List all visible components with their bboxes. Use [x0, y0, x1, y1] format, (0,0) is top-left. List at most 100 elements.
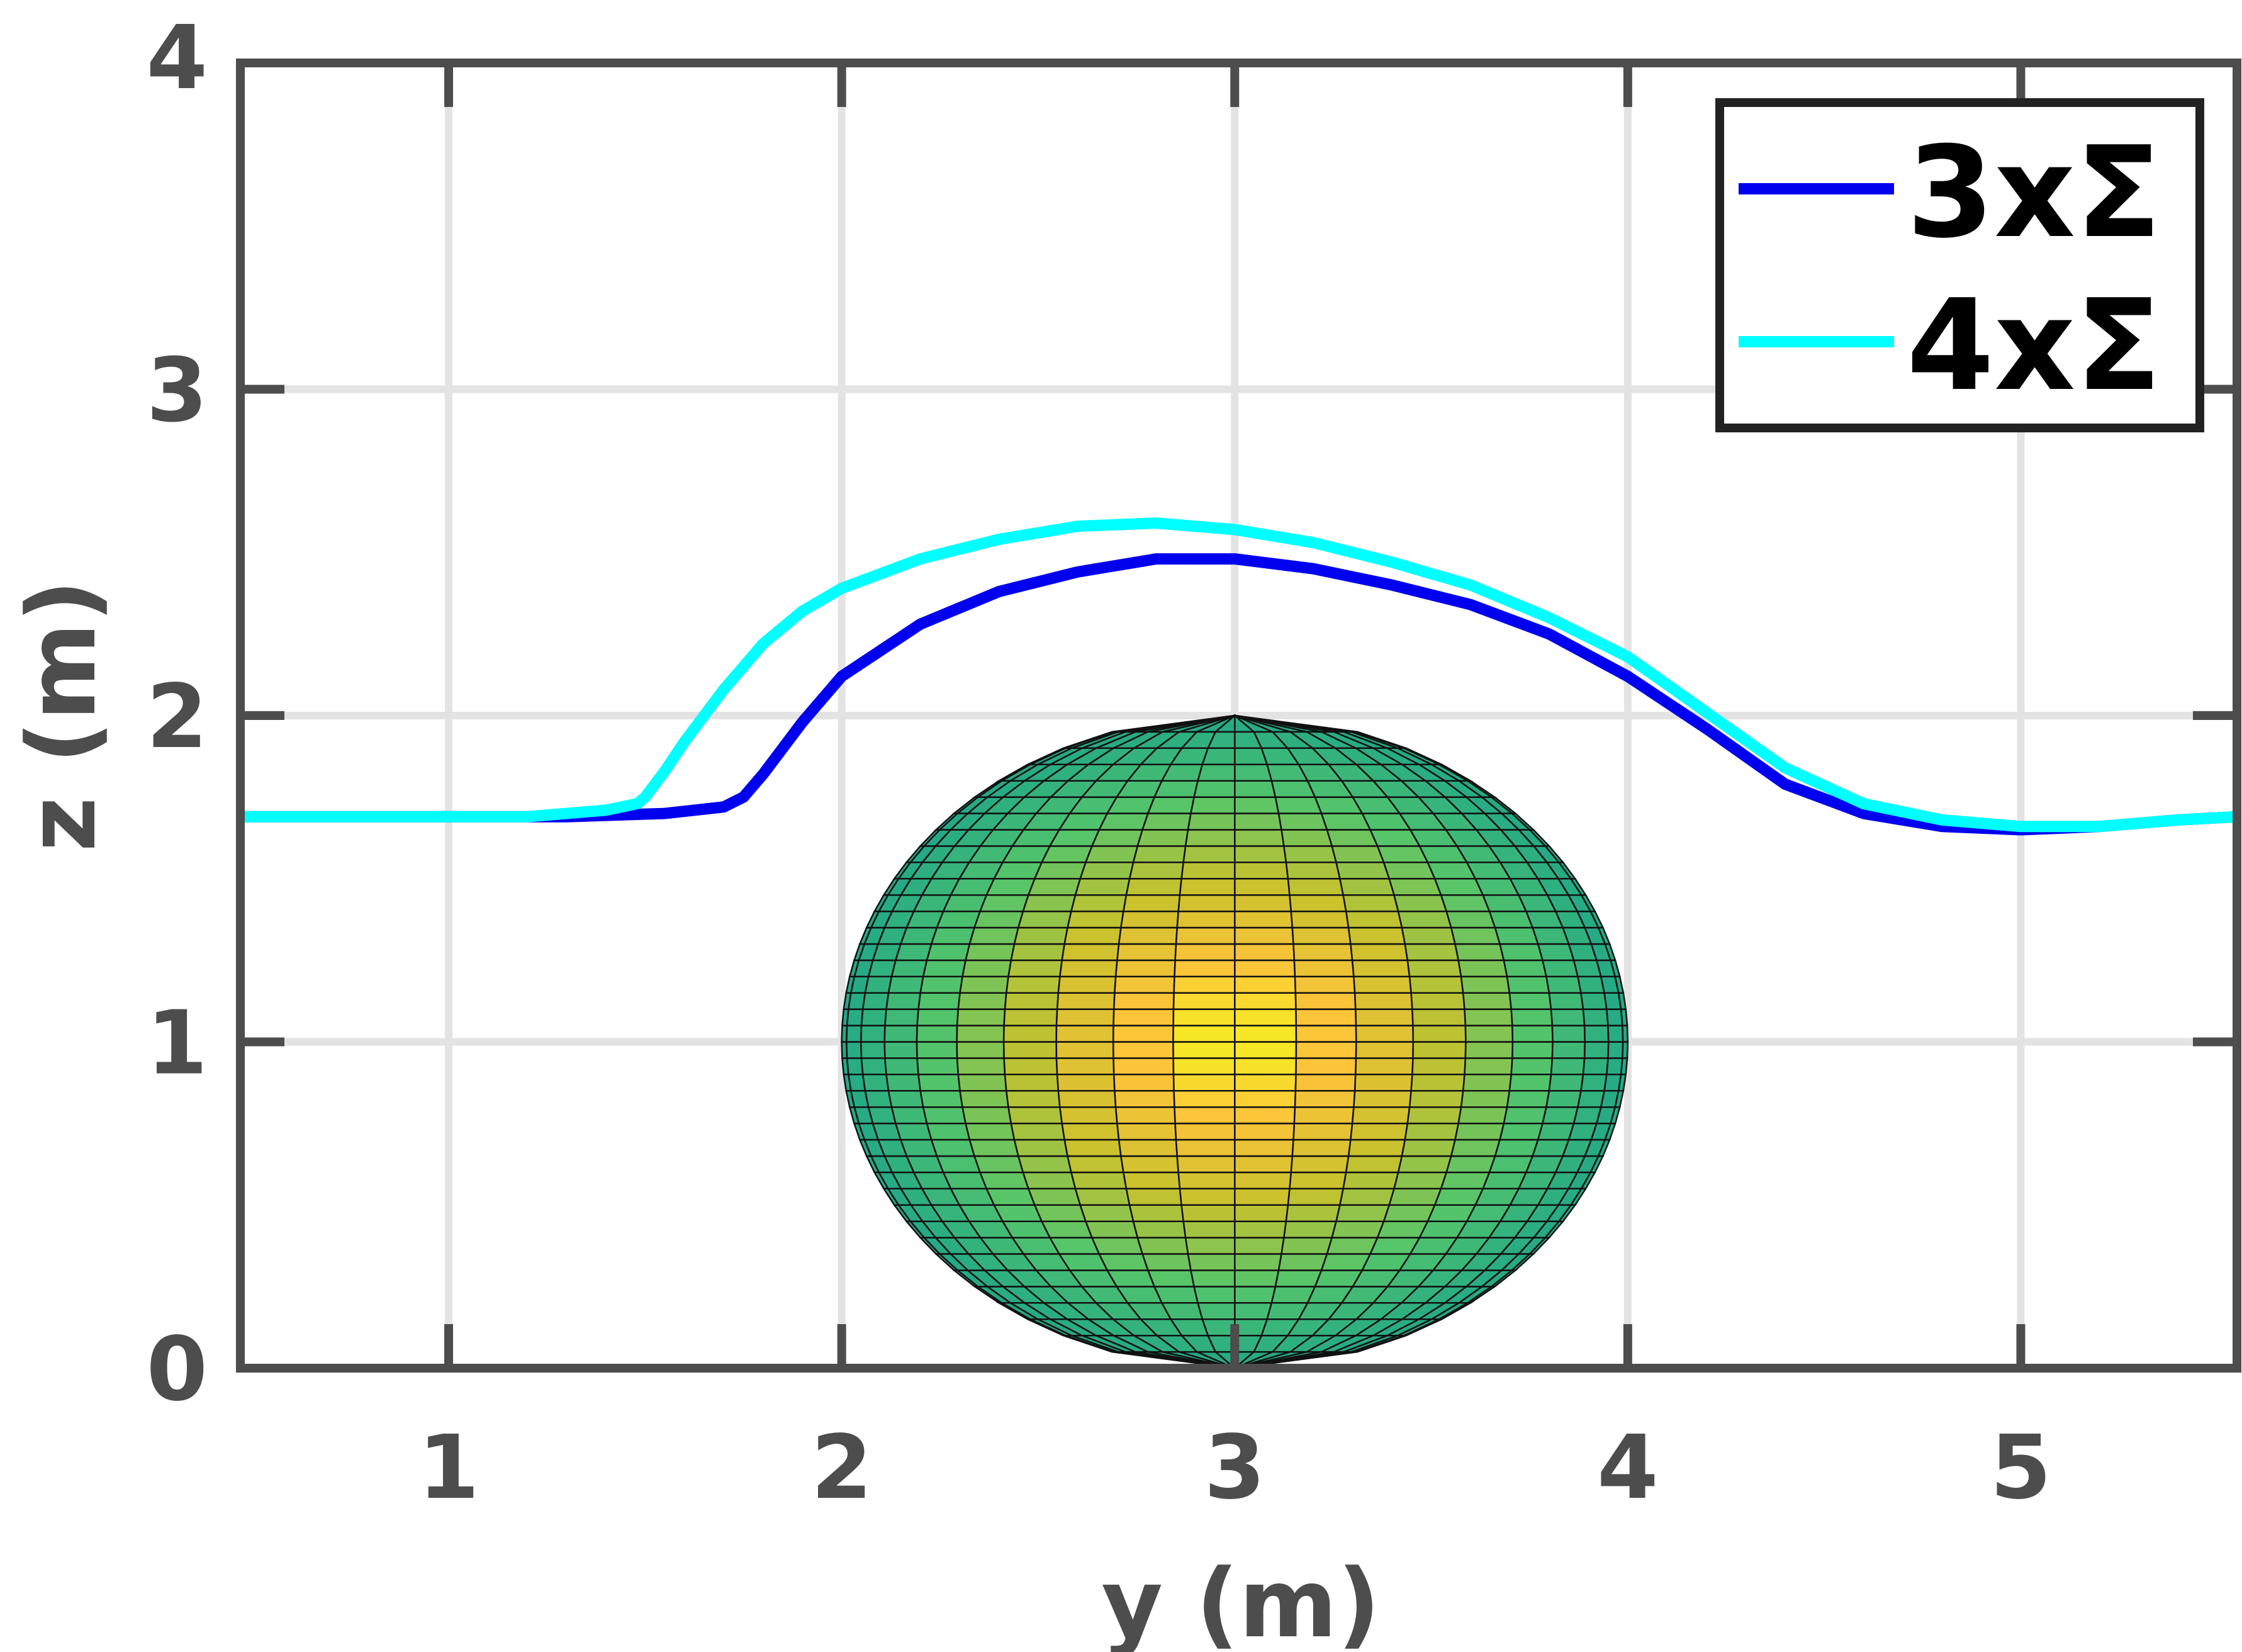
ellipsoid-mesh-cell [1055, 1008, 1115, 1026]
ellipsoid-mesh-cell [1511, 1025, 1554, 1043]
ellipsoid-mesh-cell [1354, 992, 1413, 1010]
ellipsoid-mesh-cell [1132, 1220, 1187, 1239]
ellipsoid-mesh-cell [1175, 926, 1236, 945]
ellipsoid-mesh-cell [860, 1025, 886, 1043]
ellipsoid-mesh-cell [1388, 1188, 1442, 1206]
ellipsoid-mesh-cell [1112, 1025, 1174, 1043]
y-tick-label: 1 [147, 992, 208, 1095]
ellipsoid-mesh-cell [1234, 1286, 1277, 1304]
ellipsoid-mesh-cell [1234, 1171, 1292, 1190]
ellipsoid-mesh-cell [1234, 959, 1296, 978]
ellipsoid-mesh-cell [917, 1074, 961, 1092]
ellipsoid-mesh-cell [1234, 1106, 1296, 1125]
ellipsoid-mesh-cell [1295, 1025, 1357, 1043]
ellipsoid-mesh-cell [922, 1106, 967, 1125]
y-tick-label: 3 [147, 340, 208, 442]
ellipsoid-mesh-cell [1541, 1106, 1579, 1125]
ellipsoid-mesh-cell [1234, 862, 1289, 880]
ellipsoid-mesh-cell [926, 1122, 971, 1141]
ellipsoid-mesh-cell [1347, 926, 1406, 945]
ellipsoid-obstacle [841, 714, 1629, 1368]
ellipsoid-mesh-cell [1002, 1041, 1058, 1059]
ellipsoid-mesh-cell [1338, 1188, 1396, 1206]
ellipsoid-mesh-cell [1580, 992, 1608, 1010]
ellipsoid-mesh-cell [1234, 926, 1294, 945]
ellipsoid-mesh-cell [1061, 943, 1120, 962]
ellipsoid-mesh-cell [1097, 1253, 1150, 1271]
ellipsoid-mesh-cell [1462, 1074, 1513, 1092]
ellipsoid-mesh-cell [860, 1057, 887, 1076]
ellipsoid-mesh-cell [1347, 1138, 1406, 1157]
ellipsoid-mesh-cell [1056, 1074, 1116, 1092]
ellipsoid-mesh-cell [864, 1090, 893, 1108]
ellipsoid-mesh-cell [1354, 1074, 1413, 1092]
ellipsoid-mesh-cell [936, 910, 982, 929]
ellipsoid-mesh-cell [1234, 943, 1296, 962]
ellipsoid-mesh-cell [1277, 812, 1328, 831]
ellipsoid-mesh-cell [1174, 1122, 1236, 1141]
ellipsoid-mesh-cell [1274, 1269, 1323, 1288]
ellipsoid-mesh-cell [1411, 1008, 1467, 1026]
ellipsoid-mesh-cell [1622, 1025, 1629, 1043]
ellipsoid-mesh-cell [1055, 1041, 1114, 1059]
ellipsoid-mesh-cell [956, 1041, 1005, 1059]
ellipsoid-mesh-cell [1040, 1220, 1094, 1239]
ellipsoid-mesh-cell [861, 1074, 890, 1092]
ellipsoid-mesh-cell [957, 1074, 1007, 1092]
ellipsoid-mesh-cell [1174, 959, 1236, 978]
ellipsoid-mesh-cell [1201, 1318, 1236, 1337]
ellipsoid-mesh-cell [1173, 975, 1236, 994]
ellipsoid-mesh-cell [992, 1204, 1043, 1222]
ellipsoid-mesh-cell [1607, 1041, 1624, 1059]
ellipsoid-mesh-cell [1074, 878, 1131, 896]
ellipsoid-mesh-cell [1004, 1074, 1060, 1092]
ellipsoid-mesh-cell [1179, 878, 1236, 896]
series-lines [240, 517, 2237, 836]
ellipsoid-mesh-cell [922, 959, 967, 978]
ellipsoid-mesh-cell [1114, 1106, 1176, 1125]
ellipsoid-mesh-cell [1537, 1122, 1575, 1141]
ellipsoid-mesh-cell [860, 1041, 886, 1059]
ellipsoid-mesh-cell [1410, 1074, 1466, 1092]
ellipsoid-mesh-cell [1125, 878, 1182, 896]
ellipsoid-mesh-cell [1353, 1090, 1412, 1108]
legend: 3xΣ 4xΣ [1715, 98, 2204, 432]
ellipsoid-mesh-cell [1196, 1302, 1236, 1320]
ellipsoid-mesh-cell [1125, 1188, 1182, 1206]
ellipsoid-mesh-cell [1450, 926, 1501, 945]
ellipsoid-mesh-cell [1141, 1253, 1192, 1271]
ellipsoid-mesh-cell [1180, 862, 1236, 880]
ellipsoid-mesh-cell [1290, 1155, 1350, 1174]
ellipsoid-mesh-cell [1048, 829, 1101, 847]
ellipsoid-mesh-cell [1113, 1074, 1175, 1092]
ellipsoid-mesh-cell [846, 1041, 863, 1059]
ellipsoid-mesh-cell [1084, 1220, 1139, 1239]
y-tick-label: 2 [147, 666, 208, 768]
ellipsoid-mesh-cell [1176, 910, 1236, 929]
ellipsoid-mesh-cell [1116, 1122, 1177, 1141]
ellipsoid-mesh-cell [1235, 714, 1358, 733]
ellipsoid-mesh-cell [1033, 862, 1087, 880]
x-axis-label: y (m) [1101, 1549, 1380, 1652]
x-tick-label: 2 [811, 1417, 872, 1519]
ellipsoid-mesh-cell [1234, 975, 1297, 994]
ellipsoid-mesh-cell [968, 926, 1019, 945]
ellipsoid-mesh-cell [1295, 1057, 1357, 1076]
ellipsoid-mesh-cell [1499, 943, 1544, 962]
ellipsoid-mesh-cell [1174, 1106, 1236, 1125]
ellipsoid-mesh-cell [1153, 1286, 1199, 1304]
ellipsoid-mesh-cell [1196, 763, 1236, 782]
ellipsoid-mesh-cell [1548, 992, 1584, 1010]
ellipsoid-mesh-cell [965, 1122, 1016, 1141]
ellipsoid-mesh-cell [1551, 1025, 1586, 1043]
ellipsoid-mesh-cell [1114, 1090, 1175, 1108]
ellipsoid-mesh-cell [1488, 910, 1534, 929]
ellipsoid-mesh-cell [956, 1008, 1006, 1026]
ellipsoid-mesh-cell [1132, 845, 1187, 863]
ellipsoid-mesh-cell [1404, 1122, 1460, 1141]
ellipsoid-mesh-cell [1010, 943, 1066, 962]
ellipsoid-mesh-cell [1234, 992, 1297, 1010]
x-tick-label: 5 [1990, 1417, 2051, 1519]
ellipsoid-mesh-cell [1350, 943, 1409, 962]
ellipsoid-mesh-cell [1172, 992, 1236, 1010]
